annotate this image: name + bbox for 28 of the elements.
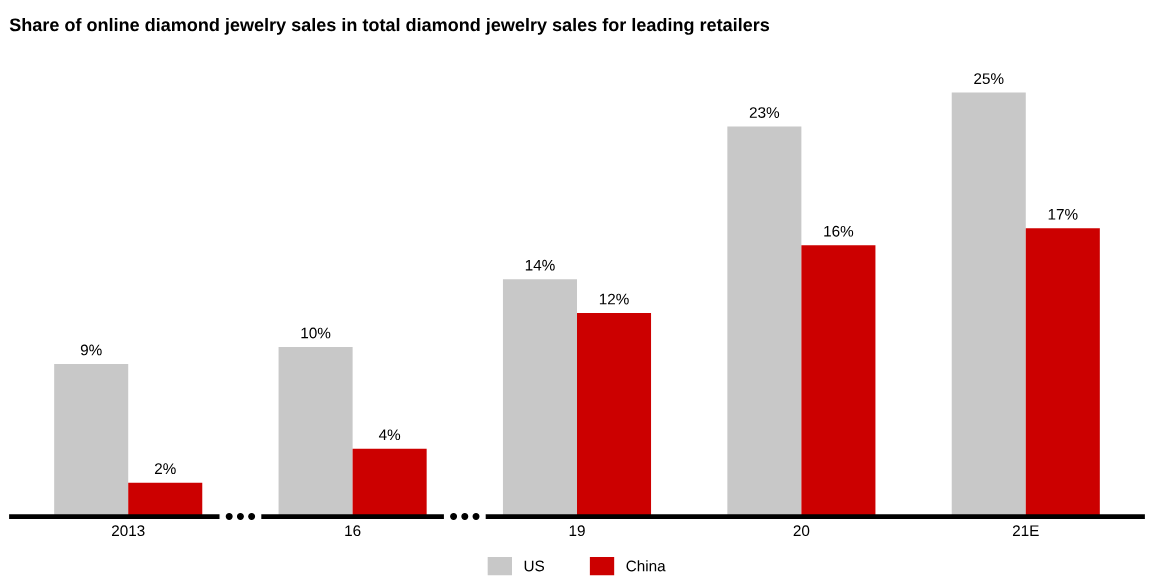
- bar: [577, 313, 652, 517]
- data-label: 12%: [599, 293, 629, 305]
- data-label: 25%: [974, 73, 1004, 85]
- data-label: 17%: [1048, 208, 1078, 220]
- data-label: 16%: [824, 225, 854, 237]
- legend-label: China: [626, 560, 666, 572]
- x-tick-label: 19: [569, 525, 585, 537]
- x-tick-label: 2013: [112, 525, 145, 537]
- chart-title: Share of online diamond jewelry sales in total diamond jewelry sales for leading retailers: [9, 17, 770, 35]
- data-label: 23%: [749, 107, 780, 118]
- x-tick-label: 20: [793, 525, 810, 537]
- bar: [54, 363, 129, 517]
- data-label: 9%: [80, 344, 102, 356]
- bar: [352, 448, 427, 517]
- x-tick-label: 16: [345, 525, 361, 537]
- bar: [801, 245, 876, 517]
- bar: [502, 279, 577, 517]
- bar: [1025, 228, 1100, 517]
- x-tick-label: 21E: [1012, 525, 1039, 536]
- bar: [727, 126, 802, 517]
- bar: [951, 92, 1026, 517]
- data-label: 10%: [301, 327, 331, 339]
- legend-label: US: [524, 560, 545, 572]
- data-label: 14%: [525, 259, 555, 271]
- data-label: 2%: [154, 463, 176, 475]
- bar: [128, 482, 203, 517]
- data-label: 4%: [378, 429, 401, 441]
- bar: [278, 346, 353, 517]
